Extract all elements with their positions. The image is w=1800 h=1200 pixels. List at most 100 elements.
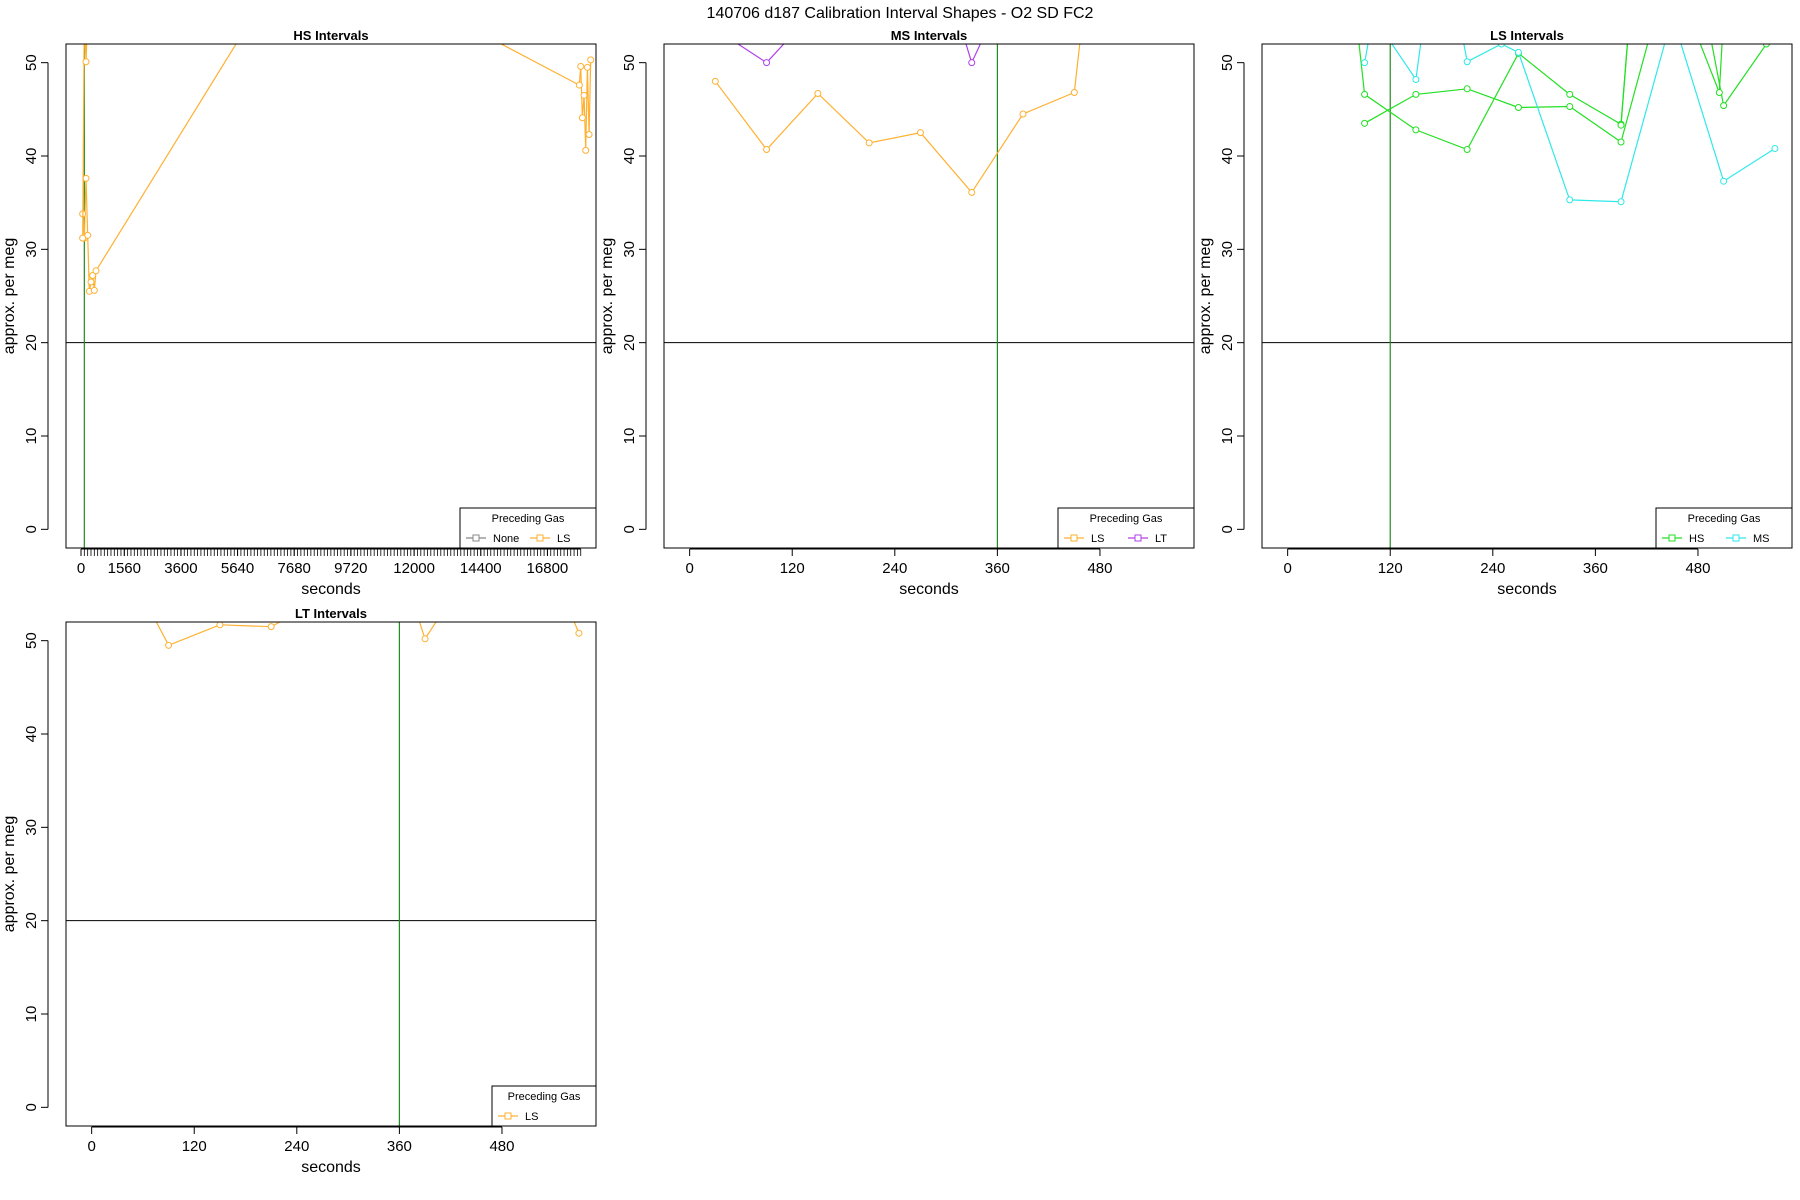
x-tick-label: 5640 (221, 560, 254, 577)
y-tick-label: 50 (621, 54, 638, 71)
legend-swatch-marker (536, 534, 544, 542)
legend-title: Preceding Gas (508, 1091, 581, 1103)
y-tick-label: 30 (23, 819, 40, 836)
x-tick-label: 480 (1685, 560, 1710, 577)
y-axis-label: approx. per meg (1, 238, 18, 355)
series-ms (1361, 44, 1779, 206)
data-point (1566, 103, 1574, 111)
legend-box (1655, 507, 1793, 549)
data-point (1463, 145, 1471, 153)
data-point (1762, 44, 1770, 48)
legend-swatch-marker (1668, 534, 1676, 542)
data-point (90, 286, 98, 294)
y-axis: 0 10 20 30 40 50 approx. per meg (1197, 54, 1245, 534)
series-line (1620, 44, 1723, 126)
legend-entry: LS (1091, 533, 1104, 545)
y-tick-label: 20 (621, 334, 638, 351)
data-point (968, 188, 976, 196)
data-point (575, 81, 583, 89)
y-tick-label: 0 (23, 525, 40, 533)
data-point (1463, 85, 1471, 93)
x-tick-label: 240 (1480, 560, 1505, 577)
legend-swatch-marker (1732, 534, 1740, 542)
y-axis: 0 10 20 30 40 50 approx. per meg (1, 632, 49, 1112)
y-tick-label: 10 (23, 428, 40, 445)
x-tick-label: 120 (1378, 560, 1403, 577)
data-point (1412, 75, 1420, 83)
x-tick-label: 360 (1583, 560, 1608, 577)
data-point (1019, 110, 1027, 118)
legend: Preceding Gas LS (491, 1085, 597, 1127)
x-tick-label: 240 (882, 560, 907, 577)
data-point (580, 91, 588, 99)
legend-swatch-marker (504, 1112, 512, 1120)
legend-entry: HS (1689, 533, 1704, 545)
plot-border (65, 43, 597, 549)
y-tick-label: 10 (621, 428, 638, 445)
data-point (165, 641, 173, 649)
data-point (1412, 90, 1420, 98)
data-point (1361, 90, 1369, 98)
y-tick-label: 10 (1219, 428, 1236, 445)
data-point (1514, 48, 1522, 56)
series-ls (711, 44, 1081, 196)
data-point (1617, 138, 1625, 146)
panel-title: MS Intervals (891, 28, 968, 43)
legend: Preceding Gas HS MS (1655, 507, 1793, 549)
series-line (82, 44, 88, 239)
y-tick-label: 0 (1219, 525, 1236, 533)
chart-panel-2: MS Intervals 0 10 20 30 40 50 approx. per meg 0 1… (599, 28, 1195, 598)
y-tick-label: 30 (23, 241, 40, 258)
data-point (1412, 126, 1420, 134)
legend-entry: None (493, 533, 519, 545)
data-point (1617, 198, 1625, 206)
legend-swatch-marker (1134, 534, 1142, 542)
panel-title: LS Intervals (1490, 28, 1564, 43)
y-tick-label: 40 (1219, 148, 1236, 165)
x-tick-label: 480 (489, 1138, 514, 1155)
series-ls (79, 44, 90, 242)
data-point (575, 629, 583, 637)
x-axis-label: seconds (1497, 581, 1557, 598)
data-point (1566, 90, 1574, 98)
panel-title: HS Intervals (293, 28, 368, 43)
data-point (582, 146, 590, 154)
y-tick-label: 30 (621, 241, 638, 258)
x-tick-label: 3600 (164, 560, 197, 577)
series-line (1358, 44, 1628, 151)
data-point (1720, 177, 1728, 185)
series-hs (1617, 44, 1723, 129)
data-point (1715, 89, 1723, 97)
legend-entry: LS (525, 1111, 538, 1123)
data-point (763, 59, 771, 67)
data-point (1514, 103, 1522, 111)
legend-entry: LS (557, 533, 570, 545)
x-tick-label: 0 (87, 1138, 95, 1155)
data-point (1771, 145, 1779, 153)
x-tick-label: 0 (77, 560, 85, 577)
legend-entry: MS (1753, 533, 1770, 545)
x-tick-label: 16800 (527, 560, 569, 577)
y-tick-label: 20 (23, 912, 40, 929)
y-tick-label: 50 (23, 632, 40, 649)
series-ls (79, 44, 595, 295)
data-point (1497, 44, 1505, 48)
legend-box (459, 507, 597, 549)
x-tick-label: 360 (387, 1138, 412, 1155)
legend-box (1057, 507, 1195, 549)
data-point (916, 129, 924, 137)
series-line (82, 44, 592, 292)
x-axis-label: seconds (301, 1159, 361, 1176)
x-axis: 0 120 240 360 480 seconds (1283, 548, 1710, 598)
y-tick-label: 50 (1219, 54, 1236, 71)
data-point (1361, 59, 1369, 67)
x-tick-label: 0 (1283, 560, 1291, 577)
chart-panels: HS Intervals 0 10 20 30 40 50 approx. per meg 0 1… (1, 28, 1793, 1176)
y-tick-label: 50 (23, 54, 40, 71)
y-tick-label: 40 (621, 148, 638, 165)
data-point (92, 267, 100, 275)
y-axis-label: approx. per meg (1197, 238, 1214, 355)
legend-entry: LT (1155, 533, 1167, 545)
data-point (421, 635, 429, 643)
